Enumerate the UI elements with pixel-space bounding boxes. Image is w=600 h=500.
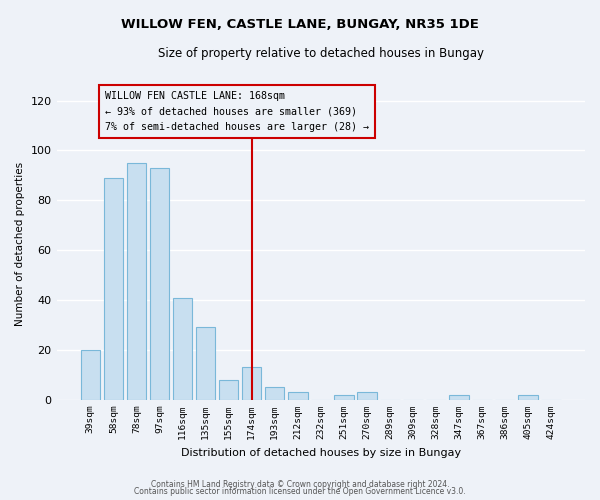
X-axis label: Distribution of detached houses by size in Bungay: Distribution of detached houses by size …: [181, 448, 461, 458]
Bar: [149, 168, 169, 400]
Bar: [242, 368, 262, 400]
Bar: [449, 395, 469, 400]
Bar: [80, 350, 100, 400]
Bar: [265, 388, 284, 400]
Bar: [334, 395, 353, 400]
Bar: [173, 298, 193, 400]
Bar: [196, 328, 215, 400]
Text: Contains public sector information licensed under the Open Government Licence v3: Contains public sector information licen…: [134, 487, 466, 496]
Bar: [518, 395, 538, 400]
Bar: [127, 163, 146, 400]
Text: WILLOW FEN CASTLE LANE: 168sqm
← 93% of detached houses are smaller (369)
7% of : WILLOW FEN CASTLE LANE: 168sqm ← 93% of …: [104, 91, 368, 132]
Title: Size of property relative to detached houses in Bungay: Size of property relative to detached ho…: [158, 48, 484, 60]
Text: Contains HM Land Registry data © Crown copyright and database right 2024.: Contains HM Land Registry data © Crown c…: [151, 480, 449, 489]
Bar: [357, 392, 377, 400]
Bar: [219, 380, 238, 400]
Bar: [288, 392, 308, 400]
Bar: [104, 178, 123, 400]
Text: WILLOW FEN, CASTLE LANE, BUNGAY, NR35 1DE: WILLOW FEN, CASTLE LANE, BUNGAY, NR35 1D…: [121, 18, 479, 30]
Y-axis label: Number of detached properties: Number of detached properties: [15, 162, 25, 326]
